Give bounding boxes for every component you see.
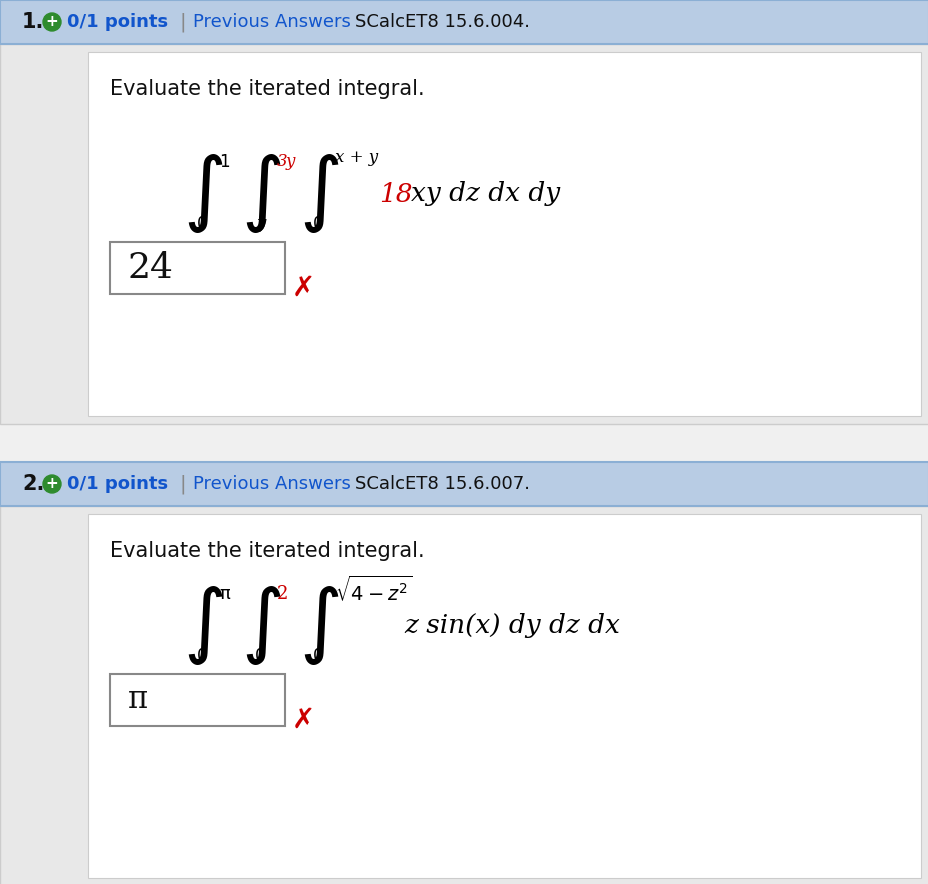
Text: |: | — [180, 12, 187, 32]
Text: $\int$: $\int$ — [183, 153, 223, 235]
Text: 0: 0 — [197, 647, 207, 665]
Text: ✗: ✗ — [291, 706, 315, 734]
Text: $\int$: $\int$ — [299, 153, 339, 235]
Text: |: | — [180, 474, 187, 494]
Text: π: π — [219, 585, 229, 603]
Text: 0: 0 — [254, 647, 265, 665]
Bar — [110, 242, 285, 294]
Text: 1.: 1. — [22, 12, 45, 32]
Text: y: y — [257, 216, 266, 232]
Text: π: π — [128, 684, 148, 715]
Bar — [88, 514, 920, 878]
Text: $\int$: $\int$ — [240, 153, 281, 235]
Circle shape — [43, 475, 61, 493]
Text: 0: 0 — [313, 647, 323, 665]
Text: 0/1 points: 0/1 points — [67, 13, 168, 31]
Text: ✗: ✗ — [291, 274, 315, 302]
Text: Evaluate the iterated integral.: Evaluate the iterated integral. — [110, 541, 424, 561]
Text: $\int$: $\int$ — [240, 585, 281, 667]
Text: 3: 3 — [277, 154, 288, 171]
Text: 2: 2 — [277, 585, 288, 603]
Text: +: + — [45, 476, 58, 491]
Text: $\int$: $\int$ — [299, 585, 339, 667]
Text: SCalcET8 15.6.004.: SCalcET8 15.6.004. — [354, 13, 530, 31]
Bar — [0, 462, 928, 506]
Bar — [0, 0, 928, 44]
Text: Evaluate the iterated integral.: Evaluate the iterated integral. — [110, 79, 424, 99]
Bar — [0, 506, 928, 884]
Text: SCalcET8 15.6.007.: SCalcET8 15.6.007. — [354, 475, 530, 493]
Text: Previous Answers: Previous Answers — [193, 13, 351, 31]
Text: z sin(x) dy dz dx: z sin(x) dy dz dx — [404, 613, 619, 638]
Text: 18: 18 — [379, 181, 412, 207]
Bar — [0, 44, 928, 424]
Text: 0: 0 — [197, 215, 207, 233]
Text: xy dz dx dy: xy dz dx dy — [410, 181, 560, 207]
Circle shape — [43, 13, 61, 31]
Bar — [88, 52, 920, 416]
Text: 2.: 2. — [22, 474, 45, 494]
Text: Previous Answers: Previous Answers — [193, 475, 351, 493]
Text: 1: 1 — [219, 153, 229, 171]
Text: x + y: x + y — [335, 149, 378, 166]
Text: 24: 24 — [128, 251, 174, 285]
Bar — [110, 674, 285, 726]
Text: $\sqrt{4-z^2}$: $\sqrt{4-z^2}$ — [335, 575, 412, 605]
Text: $\int$: $\int$ — [183, 585, 223, 667]
Text: +: + — [45, 14, 58, 29]
Text: 0/1 points: 0/1 points — [67, 475, 168, 493]
Text: y: y — [286, 154, 295, 171]
Text: 0: 0 — [313, 215, 323, 233]
